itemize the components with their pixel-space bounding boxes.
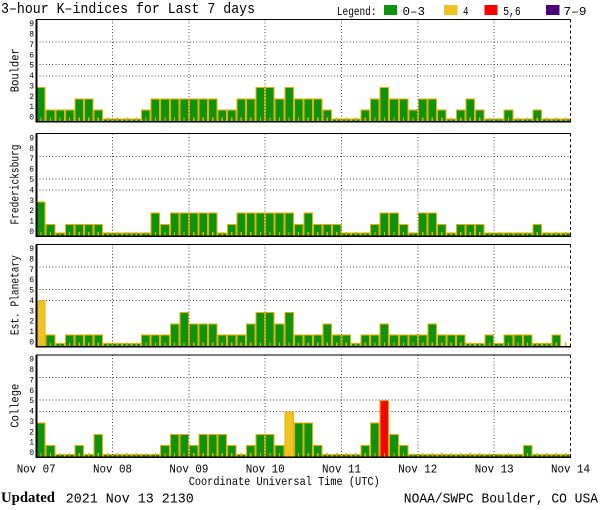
svg-text:6: 6 [29,51,34,60]
svg-text:7–9: 7–9 [564,5,587,19]
svg-text:4: 4 [29,297,34,306]
svg-text:0–3: 0–3 [403,5,426,19]
svg-text:Nov 09: Nov 09 [169,463,208,477]
svg-text:Coordinate Universal Time (UTC: Coordinate Universal Time (UTC) [189,475,380,489]
svg-text:Nov 08: Nov 08 [93,463,132,477]
svg-text:6: 6 [29,276,34,285]
svg-text:9: 9 [29,245,34,254]
svg-text:9: 9 [29,135,34,144]
svg-text:Nov 14: Nov 14 [551,463,590,477]
svg-text:0: 0 [29,449,34,458]
svg-text:3: 3 [29,197,34,206]
svg-text:Boulder: Boulder [9,48,23,92]
svg-text:3: 3 [29,83,34,92]
svg-text:5: 5 [29,62,34,71]
svg-text:5: 5 [29,397,34,406]
svg-text:4: 4 [29,408,34,417]
svg-text:3: 3 [29,307,34,316]
svg-text:2021 Nov 13 2130: 2021 Nov 13 2130 [66,491,194,507]
svg-text:College: College [9,384,23,428]
svg-text:0: 0 [29,339,34,348]
svg-text:NOAA/SWPC Boulder, CO USA: NOAA/SWPC Boulder, CO USA [404,491,599,507]
svg-text:5: 5 [29,287,34,296]
svg-text:Updated: Updated [1,490,56,506]
svg-text:Nov 12: Nov 12 [398,463,437,477]
svg-text:2: 2 [29,207,34,216]
svg-text:Nov 13: Nov 13 [475,463,514,477]
svg-text:7: 7 [29,41,34,50]
svg-text:8: 8 [29,145,34,154]
svg-text:Legend:: Legend: [337,5,377,19]
svg-text:4: 4 [29,72,34,81]
svg-text:9: 9 [29,356,34,365]
svg-text:4: 4 [29,186,34,195]
svg-text:4: 4 [463,5,469,19]
svg-text:Nov 11: Nov 11 [322,463,361,477]
svg-text:7: 7 [29,266,34,275]
svg-text:2: 2 [29,93,34,102]
svg-text:2: 2 [29,428,34,437]
svg-text:7: 7 [29,376,34,385]
svg-text:Fredericksburg: Fredericksburg [9,145,23,225]
svg-text:2: 2 [29,318,34,327]
svg-text:0: 0 [29,114,34,123]
svg-text:3: 3 [29,418,34,427]
svg-text:8: 8 [29,256,34,265]
svg-text:8: 8 [29,31,34,40]
svg-text:Est. Planetary: Est. Planetary [9,255,23,335]
svg-text:9: 9 [29,20,34,29]
svg-text:8: 8 [29,366,34,375]
svg-text:Nov 07: Nov 07 [17,463,56,477]
svg-text:Nov 10: Nov 10 [246,463,285,477]
svg-text:1: 1 [29,218,34,227]
svg-text:3–hour K–indices for Last 7 da: 3–hour K–indices for Last 7 days [1,1,255,18]
svg-text:6: 6 [29,166,34,175]
svg-text:1: 1 [29,328,34,337]
svg-text:1: 1 [29,439,34,448]
svg-text:1: 1 [29,103,34,112]
svg-text:7: 7 [29,155,34,164]
svg-text:5: 5 [29,176,34,185]
svg-text:5,6: 5,6 [503,5,521,19]
svg-text:6: 6 [29,387,34,396]
svg-text:0: 0 [29,228,34,237]
